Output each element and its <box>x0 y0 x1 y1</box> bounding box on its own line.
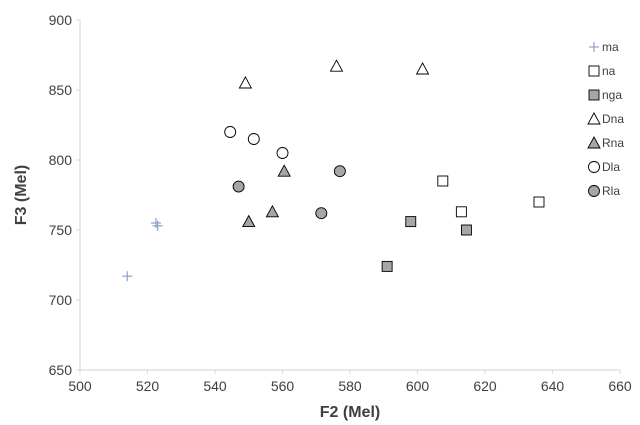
y-tick-label: 800 <box>49 152 73 168</box>
x-tick-label: 620 <box>473 378 497 394</box>
legend-label-rla: Rla <box>602 184 620 198</box>
legend-marker-rla <box>588 185 600 197</box>
x-tick-label: 600 <box>406 378 430 394</box>
legend-marker-dla <box>588 161 600 173</box>
legend-marker-nga <box>588 89 600 101</box>
y-axis-title: F3 (Mel) <box>13 165 30 225</box>
y-tick-label: 900 <box>49 12 73 28</box>
data-point-rla <box>333 165 346 178</box>
legend-marker-na <box>588 65 600 77</box>
data-point-rla <box>232 180 245 193</box>
data-point-dna <box>415 62 430 75</box>
x-axis-title: F2 (Mel) <box>320 404 380 421</box>
x-tick-label: 640 <box>541 378 565 394</box>
legend-label-dna: Dna <box>602 112 624 126</box>
x-tick-label: 580 <box>338 378 362 394</box>
y-tick-label: 700 <box>49 292 73 308</box>
data-point-ma <box>122 271 133 282</box>
data-point-nga <box>460 224 472 236</box>
data-points <box>122 59 545 282</box>
y-tick-labels: 650 700 750 800 850 900 <box>49 12 80 378</box>
legend-label-dla: Dla <box>602 160 620 174</box>
y-tick-label: 750 <box>49 222 73 238</box>
legend-label-na: na <box>602 64 616 78</box>
data-point-ma <box>152 220 163 231</box>
legend-label-nga: nga <box>602 88 622 102</box>
data-point-ma <box>150 218 161 228</box>
data-point-rna <box>265 204 280 218</box>
legend-label-ma: ma <box>602 40 619 54</box>
data-point-na <box>533 196 545 208</box>
y-tick-label: 850 <box>49 82 73 98</box>
y-tick-label: 650 <box>49 362 73 378</box>
legend-marker-rna <box>587 136 601 149</box>
x-tick-label: 520 <box>136 378 160 394</box>
data-point-nga <box>381 260 393 272</box>
data-point-rla <box>315 207 328 220</box>
data-point-rna <box>277 164 291 177</box>
x-tick-label: 540 <box>203 378 227 394</box>
data-point-dna <box>238 76 253 89</box>
data-point-rna <box>241 214 256 228</box>
x-tick-label: 660 <box>608 378 632 394</box>
data-point-na <box>437 175 449 187</box>
x-tick-label: 560 <box>271 378 295 394</box>
data-point-dla <box>224 126 237 138</box>
data-point-dla <box>276 147 289 159</box>
x-tick-labels: 500 520 540 560 580 600 620 640 660 <box>68 370 632 394</box>
data-point-nga <box>405 216 417 228</box>
legend-label-rna: Rna <box>602 136 624 150</box>
legend: ma na nga Dna Rna Dla Rla <box>587 40 624 198</box>
legend-marker-ma <box>589 42 599 52</box>
data-point-na <box>455 206 467 218</box>
legend-marker-dna <box>587 112 601 125</box>
data-point-dna <box>329 59 344 72</box>
data-point-dla <box>247 133 260 145</box>
x-tick-label: 500 <box>68 378 92 394</box>
